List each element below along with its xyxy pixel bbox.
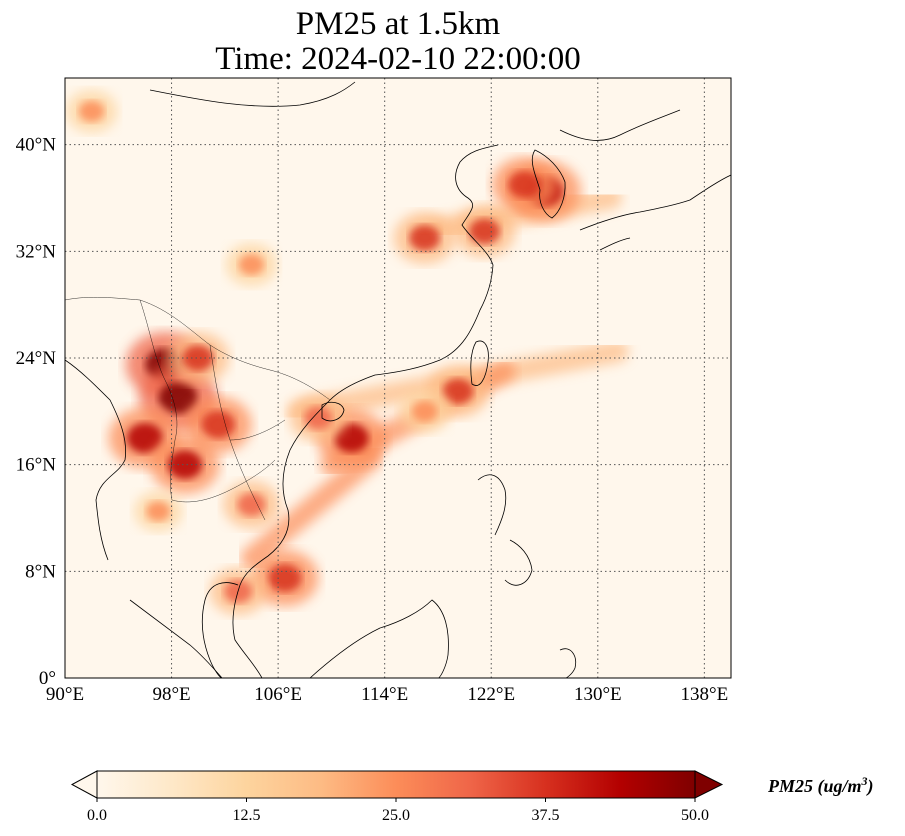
colorbar-max-extend [694,770,724,799]
pm25-hotspot-19 [146,501,171,522]
sumatra-malay [129,599,223,678]
pm25-hotspot-1 [158,381,198,415]
pm25-hotspot-15 [411,400,438,422]
philippines [477,474,533,586]
colorbar-min-extend [70,770,98,799]
x-tick-label-4: 122°E [467,684,515,705]
y-tick-label-1: 8°N [25,561,56,582]
indochina-coastline [232,399,331,678]
y-tick-label-0: 0° [39,668,56,689]
pm25-hotspot-5 [237,492,266,517]
pm25-hotspot-12 [409,225,441,251]
colorbar: 0.0 12.5 25.0 37.5 50.0 [70,770,724,824]
pm25-hotspot-17 [78,100,105,122]
mongolia-border [149,81,356,107]
colorbar-tick-label-0: 0.0 [87,807,107,824]
pm25-hotspot-18 [182,345,214,371]
longitude-ticks: 90°E 98°E 106°E 114°E 122°E 130°E 138°E [46,684,728,705]
y-tick-label-5: 40°N [16,135,57,156]
coastlines [65,81,731,678]
pm25-hotspot-3 [201,410,235,439]
pm25-plume-2 [240,447,383,569]
y-tick-label-2: 16°N [16,455,57,476]
x-tick-label-3: 114°E [361,684,408,705]
pm25-field [66,90,629,615]
pm25-hotspot-4 [167,450,203,480]
x-tick-label-5: 130°E [574,684,622,705]
russia-coast [559,109,681,141]
borneo [309,599,449,678]
pm25-hotspot-2 [126,422,164,454]
pm25-hotspot-8 [334,423,369,453]
gulf-of-thailand [201,582,239,678]
x-tick-label-2: 106°E [254,684,302,705]
hainan-island [321,401,345,422]
pm25-hotspot-13 [469,218,501,245]
x-tick-label-0: 90°E [46,684,84,705]
colorbar-label: PM25 (ug/m3) [768,774,874,796]
japan-islands [579,174,731,251]
pm25-hotspot-11 [508,171,541,199]
colorbar-tick-label-1: 12.5 [233,807,261,824]
graticule [65,78,731,678]
korea-peninsula [531,149,566,219]
colorbar-tick-label-3: 37.5 [532,807,560,824]
taiwan-island [470,340,489,386]
sulawesi [559,648,577,678]
x-tick-label-6: 138°E [681,684,729,705]
colorbar-bar [96,770,696,799]
map-title-line-1: PM25 at 1.5km [295,6,501,42]
map-plot-area [65,78,731,678]
myanmar-coast [65,359,127,561]
pm25-hotspot-14 [442,378,474,405]
latitude-ticks: 0° 8°N 16°N 24°N 32°N 40°N [16,135,57,689]
pm25-hotspot-16 [238,254,265,276]
y-tick-label-4: 32°N [16,241,57,262]
x-tick-label-1: 98°E [152,684,190,705]
china-coastline [329,144,499,401]
map-title-line-2: Time: 2024-02-10 22:00:00 [215,41,581,77]
colorbar-tick-label-2: 25.0 [382,807,410,824]
colorbar-tick-label-4: 50.0 [681,807,709,824]
colorbar-ticks: 0.0 12.5 25.0 37.5 50.0 [87,798,709,824]
pm25-hotspot-6 [267,564,302,592]
pm25-hotspot-9 [303,406,333,430]
map-frame [64,77,732,679]
y-tick-label-3: 24°N [16,348,57,369]
country-borders [65,297,331,521]
